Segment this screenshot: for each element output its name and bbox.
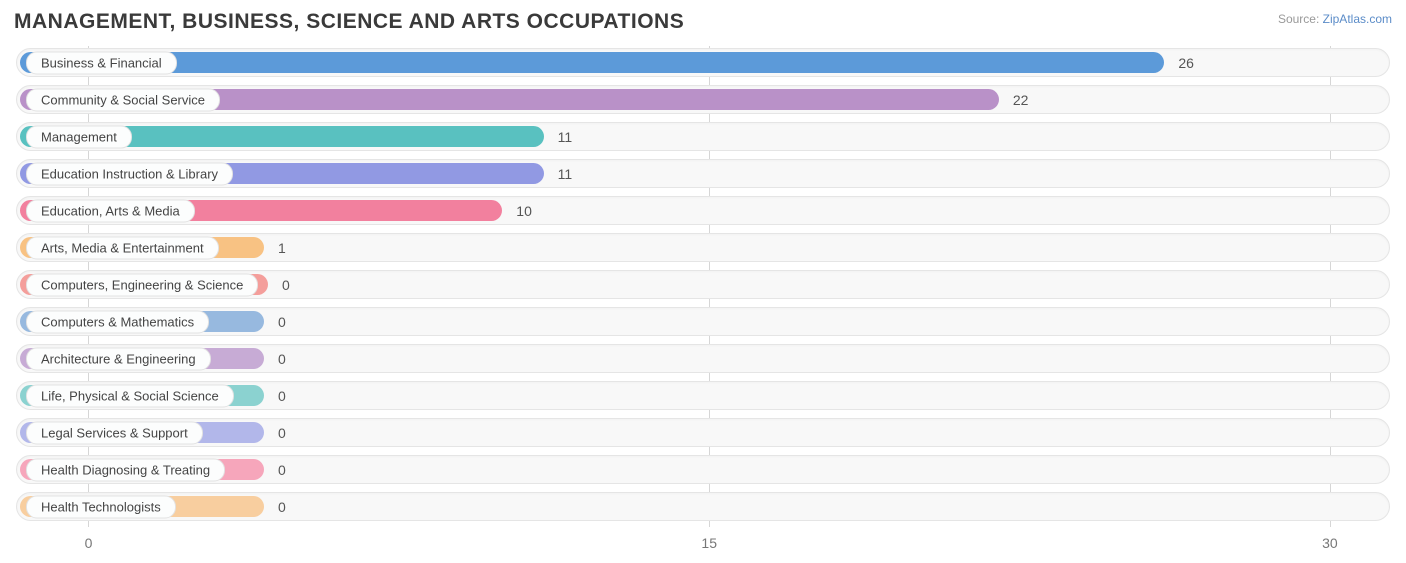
x-tick-label: 15: [701, 535, 717, 551]
bar-label-pill: Architecture & Engineering: [26, 347, 211, 370]
bar-label-pill: Computers & Mathematics: [26, 310, 209, 333]
bar-value: 1: [278, 240, 286, 256]
bar-label-pill: Legal Services & Support: [26, 421, 203, 444]
bar-value: 0: [278, 499, 286, 515]
bar-label-pill: Health Technologists: [26, 495, 176, 518]
chart-x-axis: 0 15 30: [14, 529, 1392, 553]
chart-area: Business & Financial 26 Community & Social…: [14, 46, 1392, 553]
chart-title: MANAGEMENT, BUSINESS, SCIENCE AND ARTS O…: [14, 10, 684, 34]
bar-row: Health Technologists 0: [14, 490, 1392, 523]
bar-value: 0: [278, 425, 286, 441]
bar-value: 11: [558, 129, 573, 145]
bar-label-pill: Arts, Media & Entertainment: [26, 236, 219, 259]
bar-row: Health Diagnosing & Treating 0: [14, 453, 1392, 486]
bar-label-pill: Community & Social Service: [26, 88, 220, 111]
chart-rows: Business & Financial 26 Community & Social…: [14, 46, 1392, 523]
bar-label-pill: Life, Physical & Social Science: [26, 384, 234, 407]
bar-value: 0: [282, 277, 290, 293]
bar-row: Education, Arts & Media 10: [14, 194, 1392, 227]
bar-value: 0: [278, 314, 286, 330]
source-prefix: Source:: [1278, 12, 1323, 26]
bar-row: Education Instruction & Library 11: [14, 157, 1392, 190]
bar-row: Computers & Mathematics 0: [14, 305, 1392, 338]
x-tick-label: 0: [85, 535, 93, 551]
bar-label-pill: Business & Financial: [26, 51, 177, 74]
bar-row: Management 11: [14, 120, 1392, 153]
bar-value: 0: [278, 462, 286, 478]
bar-row: Community & Social Service 22: [14, 83, 1392, 116]
bar: [20, 52, 1164, 73]
bar-value: 11: [558, 166, 573, 182]
source-link[interactable]: ZipAtlas.com: [1323, 12, 1392, 26]
bar-value: 26: [1178, 55, 1194, 71]
bar-label-pill: Health Diagnosing & Treating: [26, 458, 225, 481]
bar-row: Business & Financial 26: [14, 46, 1392, 79]
bar-row: Architecture & Engineering 0: [14, 342, 1392, 375]
bar-value: 22: [1013, 92, 1029, 108]
bar-label-pill: Management: [26, 125, 132, 148]
x-tick-label: 30: [1322, 535, 1338, 551]
bar-row: Life, Physical & Social Science 0: [14, 379, 1392, 412]
bar-value: 0: [278, 388, 286, 404]
bar-label-pill: Computers, Engineering & Science: [26, 273, 258, 296]
bar-row: Legal Services & Support 0: [14, 416, 1392, 449]
chart-source: Source: ZipAtlas.com: [1278, 10, 1392, 26]
bar-row: Computers, Engineering & Science 0: [14, 268, 1392, 301]
bar-label-pill: Education Instruction & Library: [26, 162, 233, 185]
bar-row: Arts, Media & Entertainment 1: [14, 231, 1392, 264]
bar-label-pill: Education, Arts & Media: [26, 199, 195, 222]
bar-value: 0: [278, 351, 286, 367]
chart-header: MANAGEMENT, BUSINESS, SCIENCE AND ARTS O…: [14, 10, 1392, 34]
bar-value: 10: [516, 203, 532, 219]
